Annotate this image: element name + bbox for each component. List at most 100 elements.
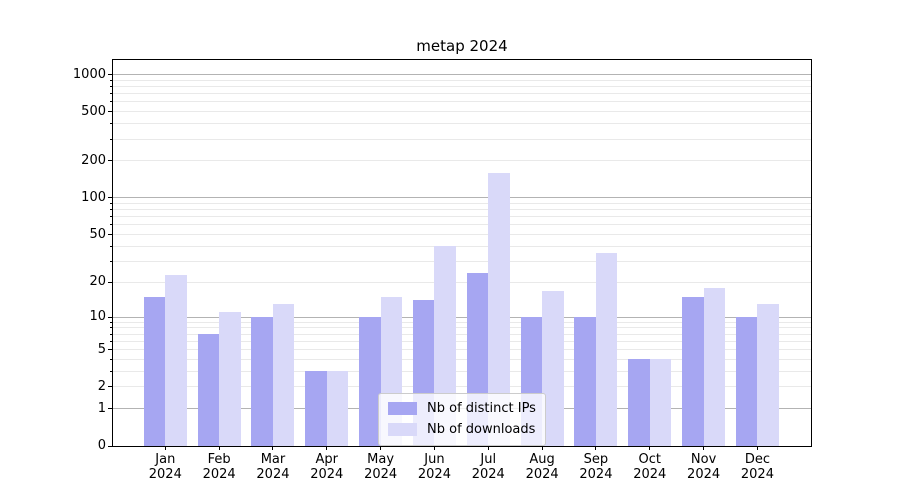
x-tick-label: Aug 2024 — [512, 452, 572, 482]
y-tick-mark — [108, 160, 113, 162]
legend-swatch-ips — [388, 402, 417, 415]
gridline-minor — [113, 349, 811, 351]
y-minor-tick-mark — [110, 202, 113, 204]
bar-downloads-jan — [165, 275, 187, 446]
y-tick-label: 20 — [89, 274, 106, 290]
legend-label-downloads: Nb of downloads — [427, 422, 536, 437]
y-tick-mark — [108, 316, 113, 318]
x-tick-month: Jan — [155, 452, 176, 467]
x-tick-label: Jul 2024 — [458, 452, 518, 482]
bar-ips-jan — [143, 296, 166, 446]
bar-downloads-sep — [595, 253, 618, 446]
gridline-minor — [113, 245, 811, 247]
bar-ips-apr — [305, 371, 327, 446]
x-tick-year: 2024 — [471, 467, 505, 482]
bar-downloads-aug — [542, 290, 564, 446]
bar-downloads-feb — [219, 312, 241, 446]
gridline-minor — [113, 202, 811, 204]
y-tick-label: 50 — [89, 226, 106, 242]
gridline-minor — [113, 327, 811, 329]
x-tick-month: Apr — [315, 452, 339, 467]
gridline-minor — [113, 138, 811, 140]
y-tick-label: 1000 — [72, 66, 106, 82]
y-tick-label: 100 — [81, 189, 106, 205]
x-tick-mark — [595, 446, 597, 450]
x-tick-month: Mar — [260, 452, 286, 467]
gridline-minor — [113, 209, 811, 211]
y-minor-tick-mark — [110, 79, 113, 81]
x-tick-label: Dec 2024 — [727, 452, 787, 482]
x-tick-label: Jun 2024 — [404, 452, 464, 482]
x-tick-mark — [649, 446, 651, 450]
x-tick-month: Oct — [638, 452, 661, 467]
x-tick-year: 2024 — [364, 467, 398, 482]
gridline-major — [113, 74, 811, 76]
gridline-minor — [113, 86, 811, 88]
gridline-minor — [113, 358, 811, 360]
gridline-minor — [113, 216, 811, 218]
x-tick-month: Sep — [583, 452, 609, 467]
y-minor-tick-mark — [110, 370, 113, 372]
bar-ips-may — [359, 317, 381, 446]
gridline-minor — [113, 101, 811, 103]
y-tick-label: 10 — [89, 309, 106, 325]
x-tick-label: Sep 2024 — [566, 452, 626, 482]
y-minor-tick-mark — [110, 358, 113, 360]
gridline-major — [113, 197, 811, 199]
y-minor-tick-mark — [110, 86, 113, 88]
y-tick-mark — [108, 445, 113, 447]
y-minor-tick-mark — [110, 101, 113, 103]
y-tick-mark — [108, 408, 113, 410]
gridline-minor — [113, 123, 811, 125]
x-tick-year: 2024 — [310, 467, 344, 482]
gridline-minor — [113, 93, 811, 95]
chart-title: metap 2024 — [416, 37, 508, 55]
x-tick-year: 2024 — [525, 467, 559, 482]
x-tick-mark — [756, 446, 758, 450]
legend-item: Nb of distinct IPs — [388, 398, 537, 419]
bar-ips-mar — [251, 317, 273, 446]
bar-downloads-apr — [326, 371, 349, 446]
x-tick-year: 2024 — [148, 467, 182, 482]
bar-downloads-oct — [649, 359, 672, 446]
y-tick-label: 2 — [97, 378, 106, 394]
gridline-minor — [113, 111, 811, 113]
y-tick-mark — [108, 74, 113, 76]
x-tick-mark — [487, 446, 489, 450]
x-tick-mark — [272, 446, 274, 450]
x-tick-year: 2024 — [579, 467, 613, 482]
y-tick-mark — [108, 386, 113, 388]
x-tick-mark — [164, 446, 166, 450]
x-tick-label: May 2024 — [351, 452, 411, 482]
y-minor-tick-mark — [110, 209, 113, 211]
gridline-minor — [113, 260, 811, 262]
x-tick-year: 2024 — [256, 467, 290, 482]
legend-swatch-downloads — [388, 423, 417, 436]
bar-ips-nov — [682, 296, 704, 446]
x-tick-label: Jan 2024 — [135, 452, 195, 482]
x-tick-year: 2024 — [687, 467, 721, 482]
y-tick-mark — [108, 234, 113, 236]
x-tick-label: Oct 2024 — [620, 452, 680, 482]
y-tick-mark — [108, 281, 113, 283]
gridline-minor — [113, 370, 811, 372]
gridline-major — [113, 316, 811, 318]
y-minor-tick-mark — [110, 333, 113, 335]
x-tick-month: Feb — [207, 452, 231, 467]
x-tick-month: Aug — [529, 452, 555, 467]
bar-downloads-mar — [272, 304, 295, 446]
x-tick-year: 2024 — [633, 467, 667, 482]
y-minor-tick-mark — [110, 340, 113, 342]
y-minor-tick-mark — [110, 260, 113, 262]
y-tick-label: 5 — [97, 341, 106, 357]
gridline-minor — [113, 333, 811, 335]
x-tick-mark — [326, 446, 328, 450]
x-tick-month: May — [367, 452, 395, 467]
x-tick-mark — [433, 446, 435, 450]
bar-ips-dec — [735, 317, 758, 446]
y-minor-tick-mark — [110, 321, 113, 323]
gridline-minor — [113, 340, 811, 342]
y-minor-tick-mark — [110, 245, 113, 247]
y-minor-tick-mark — [110, 216, 113, 218]
